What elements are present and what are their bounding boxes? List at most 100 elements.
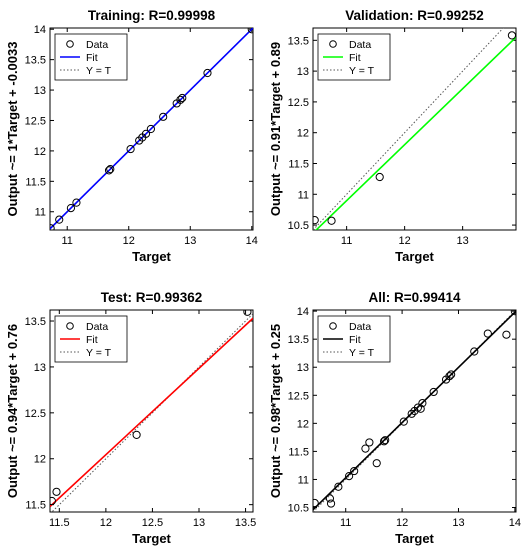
test-x-tick-label: 11.5 xyxy=(49,517,70,529)
test-y-tick-label: 11.5 xyxy=(25,500,46,512)
test-legend-label: Fit xyxy=(86,334,98,346)
training-data-point xyxy=(176,95,185,104)
validation-data-point xyxy=(507,31,516,40)
validation-y-tick-label: 11.5 xyxy=(288,158,309,170)
validation-title: Validation: R=0.99252 xyxy=(345,8,483,23)
validation-plot-area xyxy=(313,28,516,230)
all-data-point xyxy=(326,499,336,508)
all-y-tick-label: 13.5 xyxy=(288,334,309,346)
all-y-tick-label: 11.5 xyxy=(288,446,309,458)
all-data-point xyxy=(416,404,425,413)
all-data-point xyxy=(334,482,343,491)
all-data-point xyxy=(372,459,381,468)
training-data-point xyxy=(146,124,155,134)
validation-panel: Validation: R=0.99252 Target Output ~= 0.9… xyxy=(268,8,517,264)
validation-y-tick-label: 12 xyxy=(297,128,309,140)
all-y-tick-label: 12.5 xyxy=(288,390,309,402)
test-legend-label: Y = T xyxy=(86,347,112,359)
all-y-tick-label: 11 xyxy=(298,474,309,486)
test-y-tick-label: 13 xyxy=(34,362,46,374)
all-y-tick-label: 14 xyxy=(297,306,309,318)
validation-y-tick-label: 11 xyxy=(298,189,309,201)
training-data-point xyxy=(72,198,81,207)
all-data-point xyxy=(381,436,390,445)
all-y-tick-label: 12 xyxy=(297,418,309,430)
all-data-point xyxy=(470,347,479,356)
test-x-axis-label: Target xyxy=(132,531,171,546)
validation-legend-label: Y = T xyxy=(349,65,375,77)
training-data-point xyxy=(203,68,212,78)
training-x-tick-label: 14 xyxy=(246,235,258,247)
test-data-point xyxy=(132,430,141,439)
validation-x-axis-label: Target xyxy=(395,249,434,264)
training-data-point xyxy=(247,28,253,34)
training-y-tick-label: 12.5 xyxy=(25,115,46,127)
all-legend-label: Fit xyxy=(349,334,361,346)
training-title: Training: R=0.99998 xyxy=(88,8,216,23)
test-y-tick-label: 12.5 xyxy=(25,408,46,420)
all-data-point xyxy=(502,330,511,339)
test-x-tick-label: 13.5 xyxy=(235,517,256,529)
validation-x-tick-label: 12 xyxy=(399,235,411,247)
test-data-point xyxy=(52,487,61,496)
validation-y-tick-label: 12.5 xyxy=(288,97,309,109)
all-legend-label: Data xyxy=(349,321,371,333)
test-legend-label: Data xyxy=(86,321,108,333)
validation-legend-label: Data xyxy=(349,39,371,51)
training-data-point xyxy=(126,144,135,154)
training-x-tick-label: 12 xyxy=(123,235,135,247)
test-data-point xyxy=(50,496,56,506)
test-x-tick-label: 13 xyxy=(193,517,205,529)
all-x-tick-label: 12 xyxy=(396,517,408,529)
training-data-point xyxy=(159,112,168,121)
training-plot-area xyxy=(50,28,253,230)
training-legend-label: Data xyxy=(86,39,108,51)
all-y-axis-label: Output ~= 0.98*Target + 0.25 xyxy=(268,324,283,498)
all-data-point xyxy=(510,310,516,316)
validation-identity-line xyxy=(313,28,504,230)
all-fit-line xyxy=(313,310,516,511)
test-fit-line xyxy=(50,317,253,508)
all-data-point xyxy=(429,387,438,397)
training-y-tick-label: 13.5 xyxy=(25,55,46,67)
validation-legend-data-marker xyxy=(329,40,337,48)
validation-legend-label: Fit xyxy=(349,52,361,64)
training-data-point xyxy=(50,224,55,230)
validation-y-tick-label: 13.5 xyxy=(288,35,309,47)
training-y-tick-label: 11.5 xyxy=(25,176,46,188)
all-x-tick-label: 13 xyxy=(452,517,464,529)
validation-data-point xyxy=(313,216,319,225)
training-data-point xyxy=(104,166,114,175)
training-legend-data-marker xyxy=(66,40,74,48)
test-legend-data-marker xyxy=(66,322,74,330)
training-x-tick-label: 13 xyxy=(184,235,196,247)
all-data-point xyxy=(313,498,319,508)
test-x-tick-label: 12 xyxy=(100,517,112,529)
all-plot-area xyxy=(313,310,516,512)
validation-x-tick-label: 11 xyxy=(341,235,352,247)
all-x-tick-label: 11 xyxy=(340,517,351,529)
training-data-point xyxy=(66,203,76,213)
all-y-tick-label: 13 xyxy=(297,362,309,374)
all-data-point xyxy=(365,438,374,447)
training-y-tick-label: 11 xyxy=(35,207,46,219)
all-title: All: R=0.99414 xyxy=(369,290,461,305)
all-data-point xyxy=(350,466,359,476)
validation-y-axis-label: Output ~= 0.91*Target + 0.89 xyxy=(268,42,283,216)
all-data-point xyxy=(447,370,456,379)
test-panel: Test: R=0.99362 Target Output ~= 0.94*Targ… xyxy=(5,290,256,546)
training-y-tick-label: 14 xyxy=(34,24,46,36)
all-data-point xyxy=(407,409,416,418)
test-y-tick-label: 13.5 xyxy=(25,316,46,328)
all-data-point xyxy=(483,329,492,338)
all-data-point xyxy=(399,417,408,426)
all-y-tick-label: 10.5 xyxy=(288,503,309,515)
validation-data-point xyxy=(375,172,384,182)
training-legend-label: Fit xyxy=(86,52,98,64)
all-data-point xyxy=(361,444,370,453)
all-panel: All: R=0.99414 Target Output ~= 0.98*Targe… xyxy=(268,290,521,546)
validation-x-tick-label: 13 xyxy=(457,235,469,247)
validation-data-point xyxy=(327,216,336,225)
training-fit-line xyxy=(50,28,253,230)
test-data-point xyxy=(243,310,252,316)
